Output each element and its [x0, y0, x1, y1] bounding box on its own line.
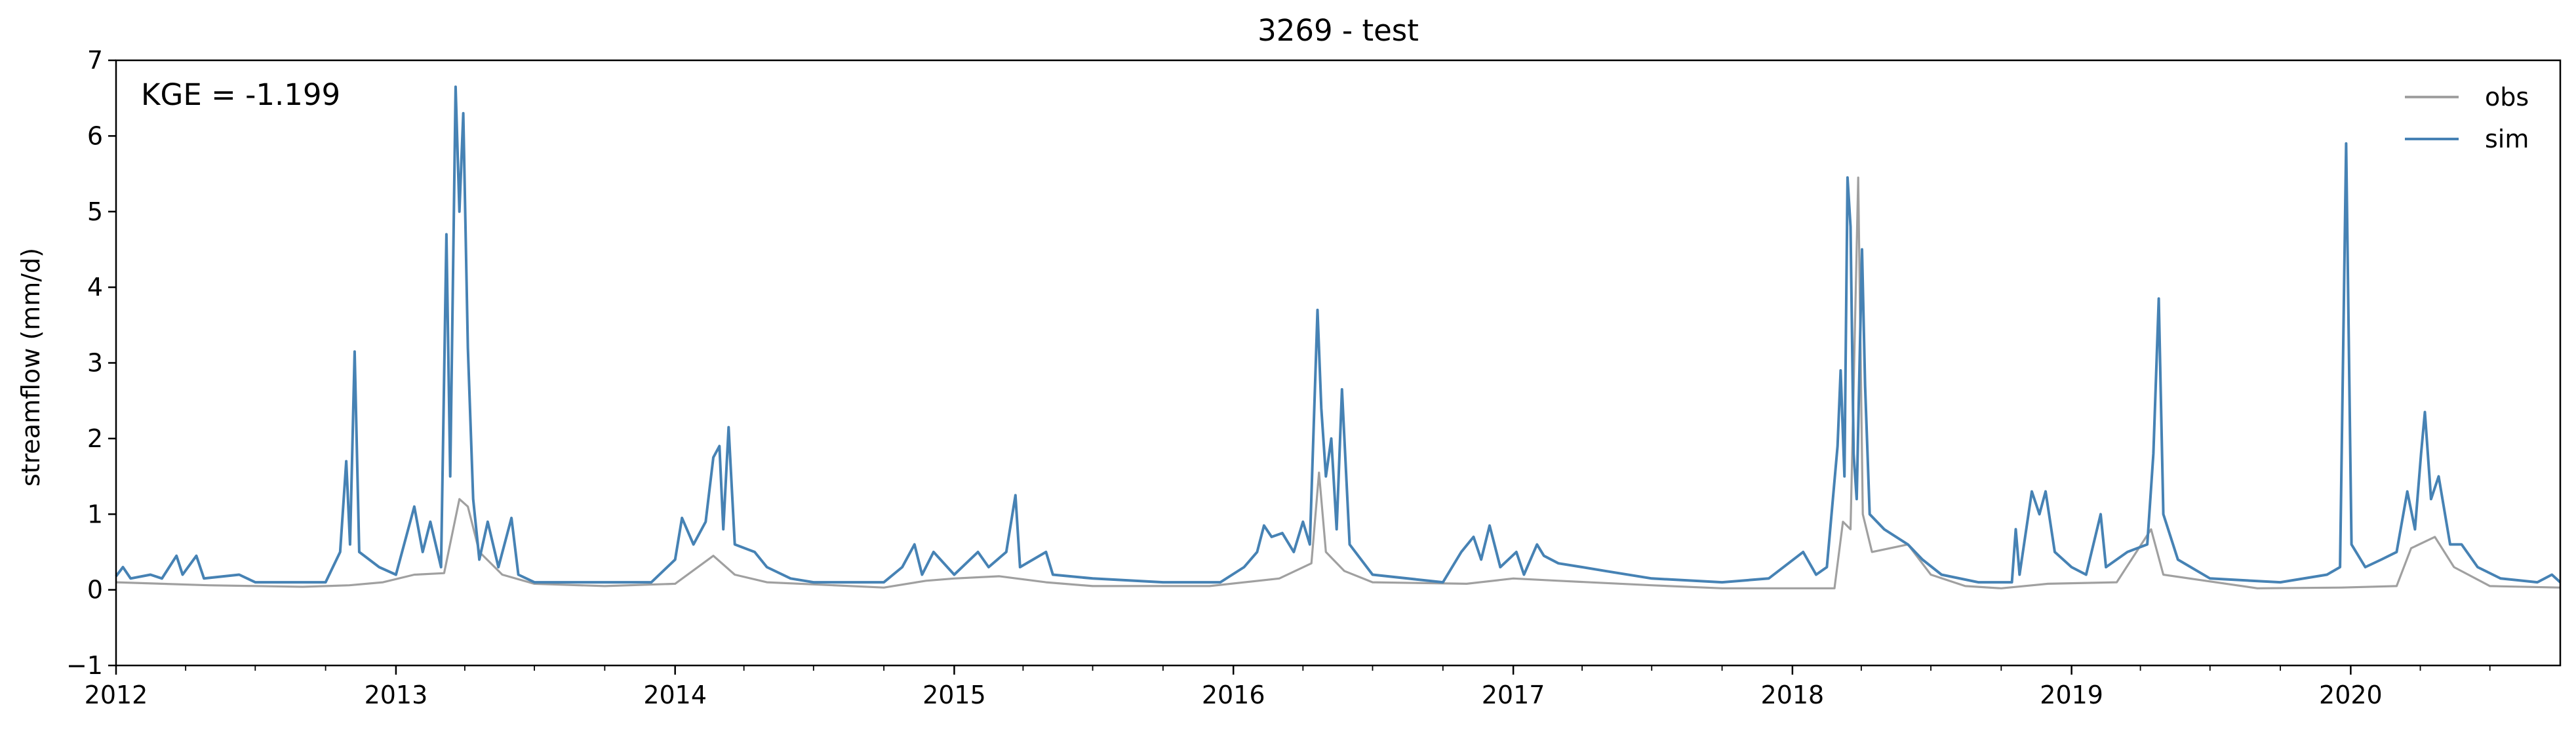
chart-title: 3269 - test: [1258, 13, 1419, 48]
x-tick-label: 2014: [643, 681, 707, 709]
x-tick-label: 2015: [922, 681, 986, 709]
axis-tick-labels: −1 0 1 2 3 4 5 6 7 2012 2013 2014 2015 2016 2017 2018 20…: [66, 46, 2383, 709]
y-tick-label: 0: [87, 576, 103, 604]
x-tick-label: 2018: [1761, 681, 1825, 709]
series-line-obs: [115, 176, 2561, 589]
y-tick-label: 3: [87, 349, 103, 378]
y-tick-label: 7: [87, 46, 103, 75]
axis-ticks: [108, 59, 2491, 675]
series-line-sim: [115, 85, 2562, 584]
legend-obs-label: obs: [2485, 83, 2529, 111]
x-tick-label: 2020: [2319, 681, 2383, 709]
y-tick-label: −1: [66, 651, 103, 680]
x-tick-label: 2016: [1202, 681, 1265, 709]
y-tick-label: 1: [87, 500, 103, 528]
y-tick-label: 2: [87, 424, 103, 453]
y-axis-label: streamflow (mm/d): [16, 248, 45, 486]
plot-frame: [115, 59, 2562, 667]
x-tick-label: 2019: [2040, 681, 2103, 709]
y-tick-label: 6: [87, 121, 103, 150]
x-tick-label: 2012: [85, 681, 148, 709]
y-tick-label: 4: [87, 273, 103, 302]
kge-annotation: KGE = -1.199: [141, 77, 340, 112]
series-lines: [115, 85, 2562, 589]
y-tick-label: 5: [87, 197, 103, 226]
legend: obs sim: [2405, 83, 2529, 153]
x-tick-label: 2017: [1482, 681, 1545, 709]
x-tick-label: 2013: [365, 681, 428, 709]
legend-sim-label: sim: [2485, 125, 2529, 153]
